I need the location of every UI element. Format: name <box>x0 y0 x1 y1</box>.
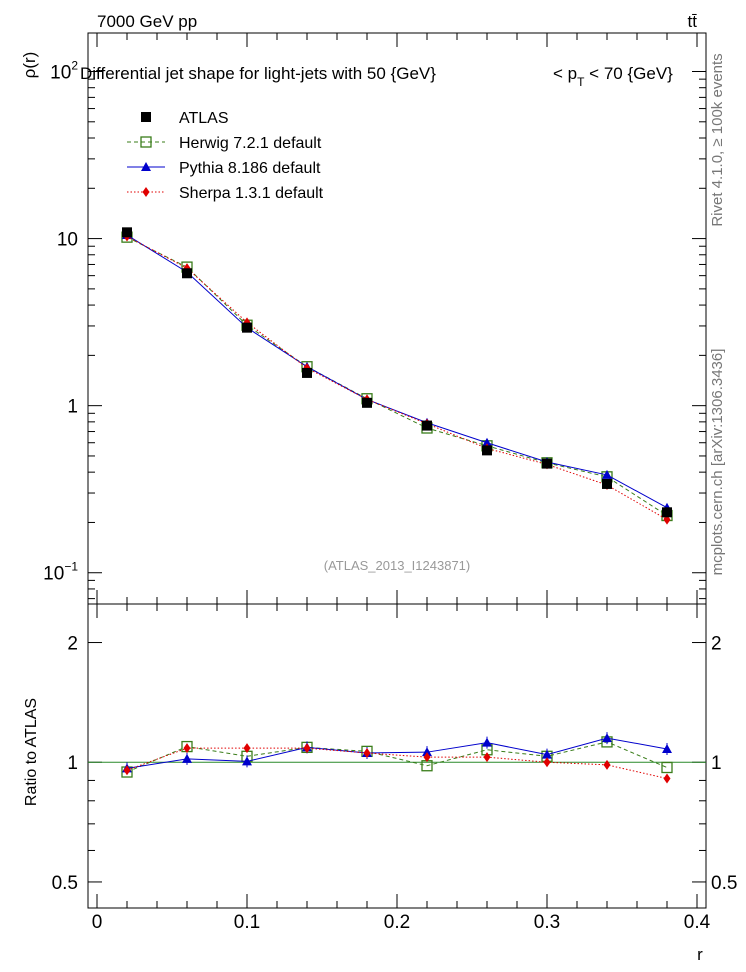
y-tick-label: 1 <box>67 397 78 418</box>
data-point <box>182 268 192 279</box>
chart-title-range-sub: T <box>577 75 585 89</box>
legend-marker <box>141 112 151 122</box>
ratio-point <box>602 733 612 743</box>
legend-marker <box>140 136 152 148</box>
legend-label: ATLAS <box>179 110 229 127</box>
ratio-series-pythia <box>122 732 672 775</box>
data-point <box>482 445 492 456</box>
data-point <box>122 227 132 238</box>
ratio-point <box>542 749 552 759</box>
series-line <box>126 236 668 516</box>
ratio-line <box>126 741 668 773</box>
y-tick-label: 10−1 <box>43 560 78 585</box>
x-tick-label: 0 <box>92 912 103 933</box>
data-point <box>302 367 312 378</box>
series-herwig <box>121 231 673 522</box>
analysis-watermark: (ATLAS_2013_I1243871) <box>324 558 470 573</box>
main-y-axis-label: ρ(r) <box>20 52 39 79</box>
series-sherpa <box>123 231 671 525</box>
x-tick-label: 0.3 <box>534 912 560 933</box>
chart-title-main: Differential jet shape for light-jets wi… <box>80 64 436 83</box>
legend-item: ATLAS <box>141 110 229 127</box>
ratio-point <box>423 752 431 763</box>
series-line <box>126 235 668 521</box>
legend-label: Sherpa 1.3.1 default <box>179 185 324 202</box>
data-point <box>362 397 372 408</box>
y-tick-label-base: 1 <box>67 397 78 418</box>
ratio-series <box>121 732 673 784</box>
ratio-y-axis-label: Ratio to ATLAS <box>23 698 40 806</box>
chart-title-range-pre: < p <box>553 64 577 83</box>
legend-item: Sherpa 1.3.1 default <box>127 185 324 202</box>
ratio-point <box>543 757 551 768</box>
process-label: tt̄ <box>688 12 698 31</box>
legend-item: Pythia 8.186 default <box>127 160 321 177</box>
legend-marker <box>141 162 151 171</box>
ratio-point <box>182 753 192 763</box>
energy-label: 7000 GeV pp <box>97 12 197 31</box>
ratio-point <box>663 773 671 784</box>
ratio-line <box>126 737 668 769</box>
ratio-y-tick-label: 2 <box>67 634 78 655</box>
ratio-point <box>661 761 673 774</box>
series-line <box>126 234 668 509</box>
y-tick-label-base: 10 <box>57 230 78 251</box>
data-point <box>422 420 432 431</box>
mcplots-label: mcplots.cern.ch [arXiv:1306.3436] <box>709 349 726 576</box>
ratio-point <box>243 743 251 754</box>
data-point <box>242 322 252 333</box>
y-tick-label: 10 <box>57 230 78 251</box>
x-tick-label: 0.1 <box>234 912 260 933</box>
data-point <box>542 458 552 469</box>
y-tick-label: 102 <box>50 59 78 84</box>
ratio-point <box>662 743 672 753</box>
x-tick-label: 0.2 <box>384 912 410 933</box>
ratio-series-sherpa <box>123 743 671 784</box>
main-series <box>121 227 673 525</box>
ratio-y-tick-label: 1 <box>67 753 78 774</box>
ratio-y-tick-label-right: 0.5 <box>711 873 737 894</box>
series-pythia <box>122 230 672 512</box>
ratio-point <box>303 743 311 754</box>
ratio-point <box>363 747 371 758</box>
data-point <box>602 478 612 489</box>
y-tick-label-base: 10 <box>43 564 64 585</box>
chart-title-range: < pT < 70 {GeV} <box>553 64 673 89</box>
legend-item: Herwig 7.2.1 default <box>127 135 322 152</box>
legend-marker <box>142 187 150 197</box>
data-point <box>662 507 672 518</box>
data-point <box>482 437 492 447</box>
ratio-y-tick-label-right: 1 <box>711 753 722 774</box>
ratio-point <box>422 747 432 757</box>
data-point <box>602 469 612 479</box>
x-axis-label: r <box>697 945 703 964</box>
legend-label: Pythia 8.186 default <box>179 160 321 177</box>
y-tick-label-exp: −1 <box>64 560 78 574</box>
y-tick-label-exp: 2 <box>71 59 78 73</box>
legend-label: Herwig 7.2.1 default <box>179 135 322 152</box>
ratio-y-tick-label: 0.5 <box>52 873 78 894</box>
ratio-point <box>482 737 492 747</box>
ratio-y-tick-label-right: 2 <box>711 634 722 655</box>
ratio-line <box>126 747 668 780</box>
ratio-point <box>242 756 252 766</box>
x-tick-label: 0.4 <box>684 912 711 933</box>
chart-title-range-post: < 70 {GeV} <box>584 64 673 83</box>
ratio-point <box>123 765 131 776</box>
y-tick-label-base: 10 <box>50 63 71 84</box>
ratio-point <box>603 759 611 770</box>
legend: ATLAS Herwig 7.2.1 default Pythia 8.186 de… <box>127 110 324 202</box>
series-atlas <box>122 227 672 518</box>
ratio-axis-ticks: 0 0.1 0.2 0.3 0.40.5 0.51 12 2 <box>52 604 737 933</box>
ratio-point <box>483 752 491 763</box>
ratio-frame <box>87 603 707 909</box>
ratio-point <box>183 743 191 754</box>
rivet-label: Rivet 4.1.0, ≥ 100k events <box>709 53 726 226</box>
